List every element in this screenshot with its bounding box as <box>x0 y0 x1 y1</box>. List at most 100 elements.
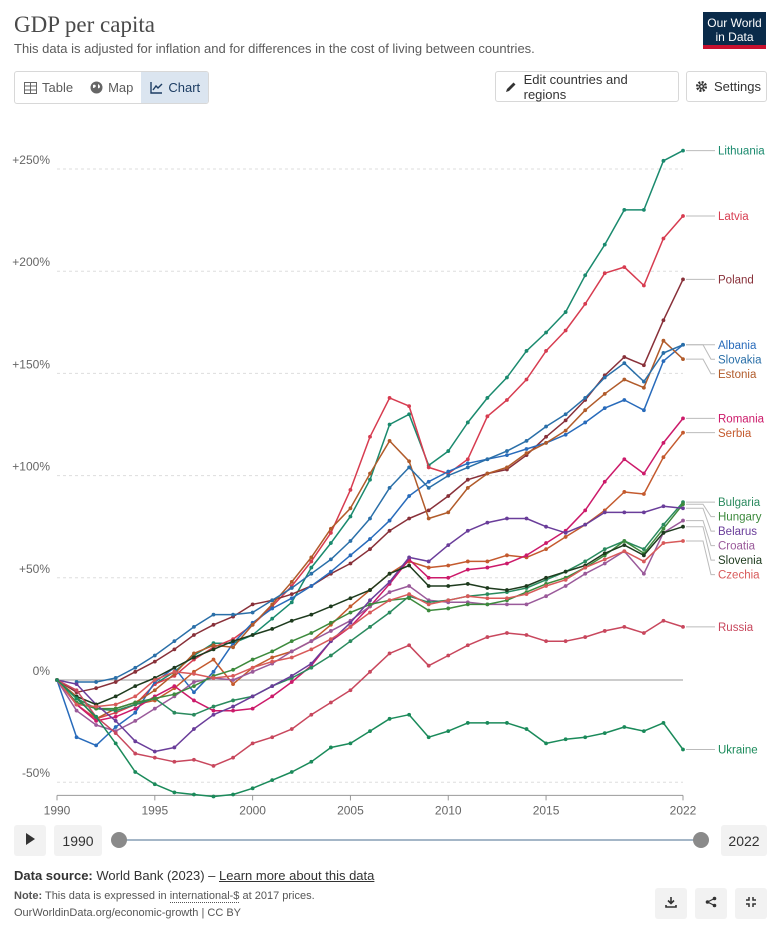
data-point <box>641 207 646 212</box>
settings-button[interactable]: Settings <box>686 71 767 102</box>
data-point <box>113 702 118 707</box>
data-point <box>622 265 627 270</box>
data-point <box>211 794 216 799</box>
data-point <box>172 669 177 674</box>
data-point <box>407 592 412 597</box>
citation-url[interactable]: OurWorldinData.org/economic-growth | CC … <box>14 907 242 919</box>
tab-map-label: Map <box>108 80 134 95</box>
download-button[interactable] <box>655 888 687 919</box>
legend-label-belarus: Belarus <box>718 526 757 538</box>
series-line-lithuania <box>154 149 684 685</box>
data-point <box>192 792 196 797</box>
data-point <box>387 598 392 603</box>
data-point <box>622 377 627 382</box>
page-subtitle: This data is adjusted for inflation and … <box>14 41 535 56</box>
data-point <box>192 684 196 689</box>
data-point <box>583 396 588 400</box>
data-point <box>289 639 294 644</box>
data-point <box>328 620 333 625</box>
data-point <box>681 148 685 153</box>
data-point <box>387 528 392 533</box>
share-icon <box>705 896 717 911</box>
data-point <box>681 518 685 523</box>
tab-chart[interactable]: Chart <box>141 72 209 103</box>
end-year-label: 2022 <box>721 825 767 856</box>
data-point <box>505 375 509 380</box>
data-point <box>426 602 431 607</box>
data-point <box>309 712 314 717</box>
data-point <box>602 557 607 562</box>
legend-label-poland: Poland <box>718 274 754 286</box>
data-point <box>524 349 529 353</box>
data-point <box>602 391 607 396</box>
timeline-start-handle[interactable] <box>111 832 127 848</box>
data-point <box>387 396 392 400</box>
tab-map[interactable]: Map <box>81 72 141 103</box>
data-point <box>407 712 412 717</box>
data-point <box>328 569 333 574</box>
data-point <box>172 790 177 795</box>
logo-line1: Our World <box>707 16 762 30</box>
y-tick-label: -50% <box>22 766 50 780</box>
data-point <box>583 522 588 527</box>
data-point <box>270 778 275 783</box>
timeline-track[interactable] <box>119 839 701 841</box>
play-button[interactable] <box>14 825 46 856</box>
data-point <box>192 655 196 660</box>
note-label: Note: <box>14 890 43 902</box>
legend-label-bulgaria: Bulgaria <box>718 497 761 509</box>
data-point <box>328 629 333 633</box>
edit-countries-button[interactable]: Edit countries and regions <box>495 71 679 102</box>
data-point <box>270 735 275 740</box>
data-point <box>485 721 490 725</box>
globe-icon <box>89 81 103 95</box>
data-point <box>211 676 216 680</box>
data-point <box>563 577 568 582</box>
view-tabs: Table Map Chart <box>14 71 210 104</box>
data-point <box>94 686 99 691</box>
data-point <box>485 592 490 597</box>
data-point <box>524 633 529 637</box>
data-point <box>485 520 490 525</box>
data-point <box>407 563 412 568</box>
data-point <box>622 207 627 212</box>
data-point <box>407 494 412 498</box>
data-point <box>661 359 666 364</box>
data-point <box>622 490 627 494</box>
series-line-estonia <box>56 339 684 720</box>
data-point <box>681 342 685 347</box>
data-point <box>387 422 392 427</box>
data-point <box>348 604 353 609</box>
data-point <box>192 712 196 717</box>
data-point <box>113 718 118 723</box>
data-point <box>544 741 548 746</box>
data-point <box>544 440 548 445</box>
data-point <box>681 277 685 282</box>
data-point <box>485 471 490 476</box>
legend-connector <box>686 344 715 360</box>
data-point <box>133 669 138 674</box>
data-point <box>681 539 685 543</box>
data-point <box>309 759 314 764</box>
data-point <box>172 665 177 670</box>
learn-more-link[interactable]: Learn more about this data <box>219 868 375 883</box>
data-point <box>563 535 568 539</box>
international-dollar-link[interactable]: international-$ <box>169 890 240 903</box>
data-point <box>74 702 79 707</box>
data-point <box>172 759 177 764</box>
y-tick-label: +250% <box>12 153 50 167</box>
share-button[interactable] <box>695 888 727 919</box>
legend-label-ukraine: Ukraine <box>718 744 758 756</box>
timeline-end-handle[interactable] <box>693 832 709 848</box>
series-line-czechia <box>56 540 684 708</box>
data-point <box>328 541 333 545</box>
source-text: World Bank (2023) – <box>96 868 216 883</box>
data-point <box>270 598 275 603</box>
data-point <box>407 555 412 560</box>
logo-line2: in Data <box>715 30 754 44</box>
series-line-serbia <box>135 432 684 706</box>
owid-logo[interactable]: Our World in Data <box>703 12 766 49</box>
data-point <box>465 461 470 466</box>
tab-table[interactable]: Table <box>15 72 81 103</box>
fullscreen-button[interactable] <box>735 888 767 919</box>
